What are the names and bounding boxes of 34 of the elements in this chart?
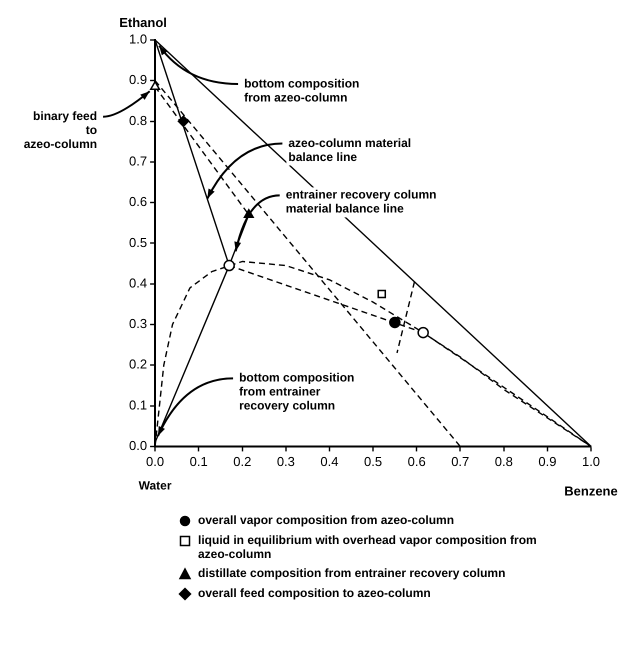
- annotation: bottom composition from entrainer recovery column: [239, 370, 354, 413]
- legend-label: overall feed composition to azeo-column: [198, 586, 431, 600]
- y-tick-label: 0.9: [128, 72, 148, 88]
- annotation: entrainer recovery column material balance line: [286, 188, 436, 216]
- x-tick-label: 0.7: [451, 454, 470, 469]
- x-tick-label: 0.2: [233, 454, 252, 469]
- annotation: Water: [138, 478, 172, 493]
- annotation: binary feed to azeo-column: [24, 109, 98, 152]
- y-tick-label: 0.3: [128, 316, 148, 332]
- legend-label: liquid in equilibrium with overhead vapor composition from azeo-column: [198, 533, 538, 561]
- y-tick-label: 0.8: [128, 112, 148, 128]
- y-tick-label: 0.2: [128, 356, 148, 372]
- y-axis-title: Ethanol: [119, 15, 167, 30]
- x-tick-label: 0.6: [408, 454, 426, 469]
- x-tick-label: 0.8: [494, 454, 513, 469]
- y-tick-label: 0.4: [128, 275, 148, 290]
- y-tick-label: 0.7: [128, 154, 148, 168]
- y-tick-label: 0.5: [128, 234, 148, 250]
- annotation: bottom composition from azeo-column: [244, 76, 360, 104]
- y-tick-label: 0.1: [128, 397, 148, 412]
- y-tick-label: 0.6: [128, 194, 148, 210]
- x-tick-label: 0.3: [276, 454, 295, 469]
- x-tick-label: 1.0: [582, 454, 600, 469]
- legend-label: overall vapor composition from azeo-column: [198, 513, 454, 527]
- x-tick-label: 0.0: [146, 454, 164, 469]
- legend-label: distillate composition from entrainer recovery column: [198, 566, 506, 580]
- x-tick-label: 0.9: [538, 454, 556, 469]
- y-tick-label: 0.0: [128, 438, 148, 453]
- y-tick-label: 1.0: [128, 32, 148, 47]
- x-tick-label: 0.1: [190, 454, 208, 469]
- x-tick-label: 0.5: [364, 454, 382, 469]
- x-tick-label: 0.4: [320, 454, 338, 469]
- x-axis-title: Benzene: [564, 483, 618, 498]
- annotation: azeo-column material balance line: [288, 136, 412, 164]
